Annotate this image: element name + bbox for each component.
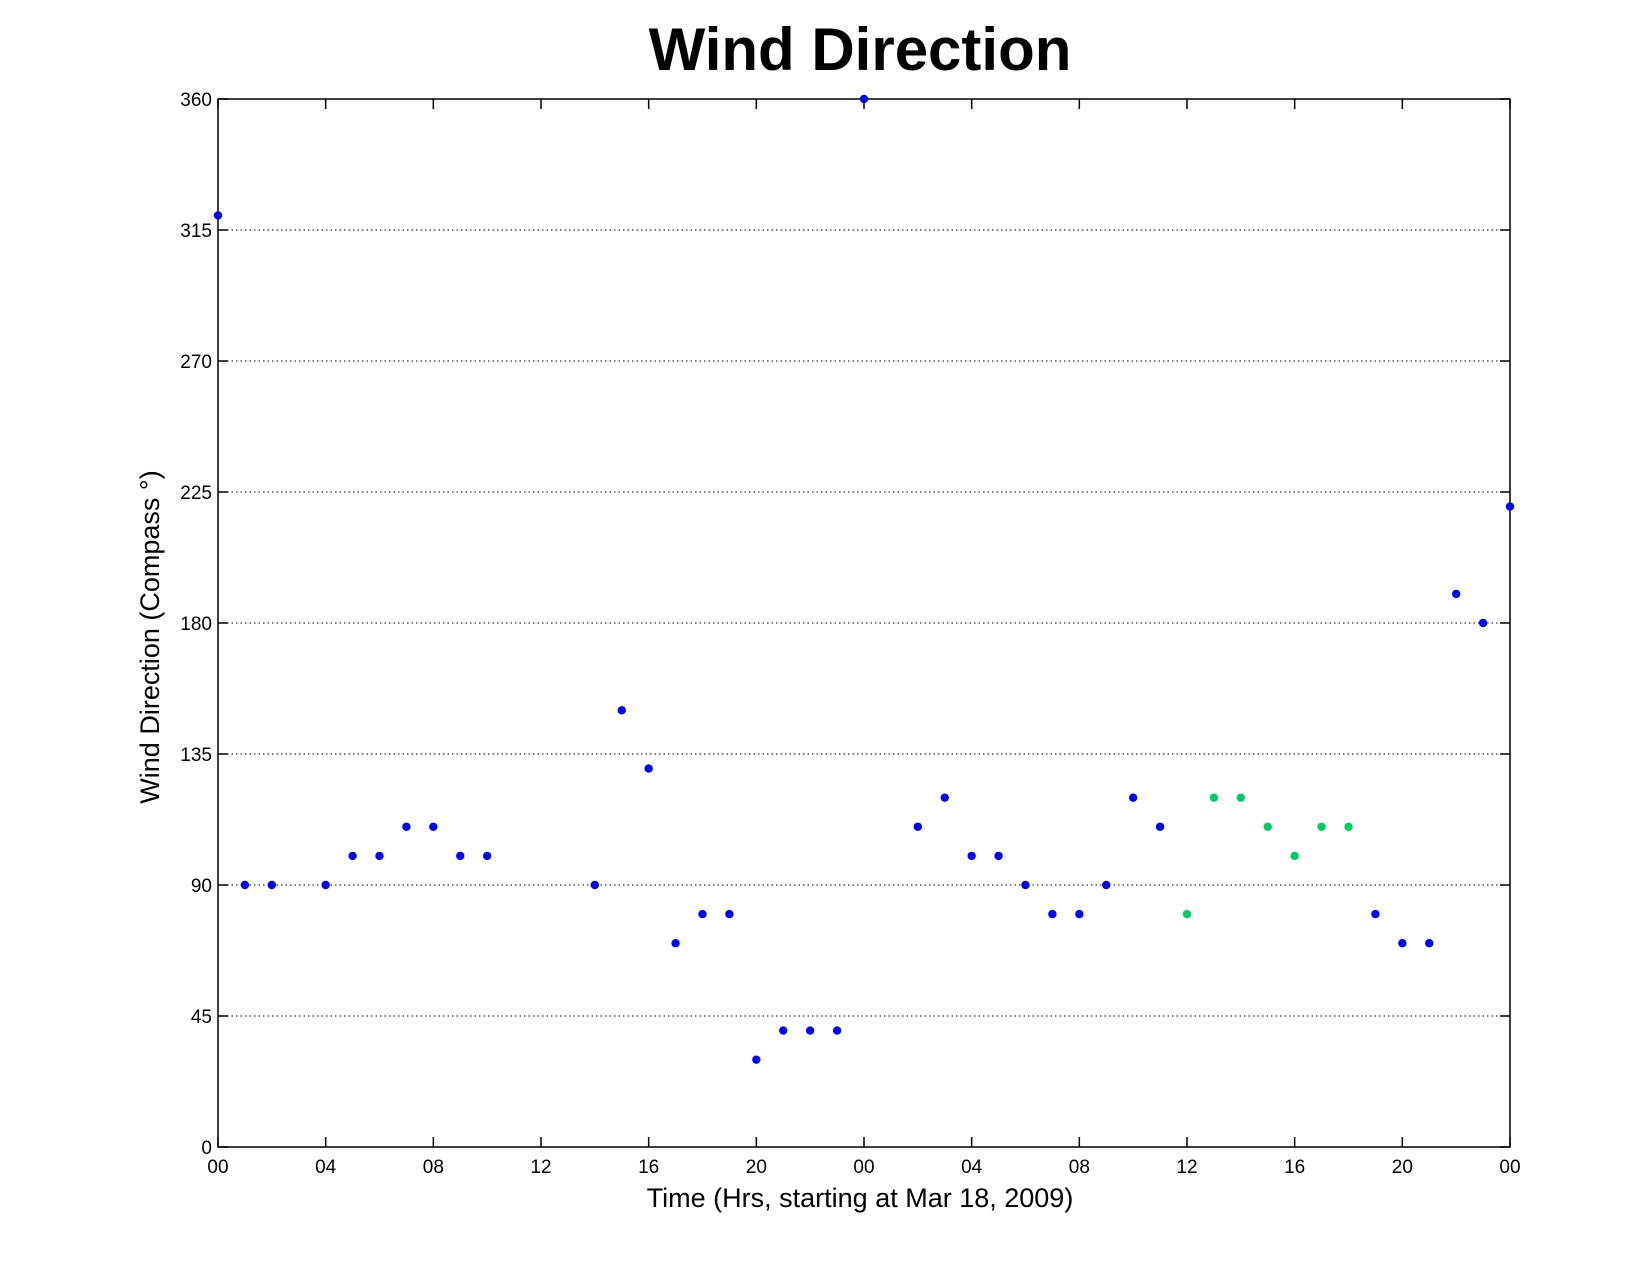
chart-title: Wind Direction (649, 16, 1072, 83)
x-axis-label: Time (Hrs, starting at Mar 18, 2009) (647, 1183, 1074, 1213)
data-point-series-1 (1048, 909, 1057, 919)
data-point-series-2 (1236, 793, 1246, 802)
data-point-series-2 (1317, 822, 1326, 831)
data-point-series-1 (1425, 939, 1434, 948)
data-point-series-1 (1021, 880, 1030, 890)
y-tick-label: 135 (180, 745, 212, 766)
data-point-series-1 (213, 211, 223, 220)
y-tick-label: 180 (180, 614, 212, 635)
data-point-series-1 (859, 94, 869, 104)
data-point-series-1 (967, 851, 976, 861)
x-tick-label: 00 (853, 1157, 874, 1178)
data-point-series-1 (698, 909, 707, 919)
x-tick-label: 20 (746, 1157, 767, 1178)
data-point-series-1 (671, 939, 680, 948)
data-point-series-1 (1155, 822, 1165, 831)
x-tick-label: 08 (1069, 1157, 1090, 1178)
data-point-series-1 (913, 822, 923, 831)
y-tick-label: 315 (180, 221, 212, 242)
data-point-series-1 (1505, 502, 1515, 511)
y-tick-label: 360 (180, 90, 212, 111)
y-tick-label: 90 (191, 876, 212, 897)
ticks-layer: 0 45 90 135 180 225 270 315 360 00 04 08 12 16 20 00 04 0… (180, 90, 1520, 1178)
data-point-series-1 (994, 851, 1003, 861)
data-point-series-1 (590, 880, 600, 890)
data-point-series-1 (482, 851, 492, 861)
x-tick-label: 00 (207, 1157, 228, 1178)
data-point-series-1 (348, 851, 357, 861)
data-point-series-1 (644, 764, 653, 773)
data-point-series-1 (832, 1026, 842, 1035)
y-tick-label: 225 (180, 483, 212, 504)
data-point-series-1 (456, 851, 465, 861)
data-point-series-1 (267, 880, 277, 890)
data-point-series-1 (940, 793, 949, 802)
y-tick-label: 0 (201, 1138, 212, 1159)
x-tick-label: 20 (1392, 1157, 1413, 1178)
data-point-series-1 (1102, 880, 1111, 890)
y-tick-label: 270 (180, 352, 212, 373)
data-point-series-1 (1075, 909, 1084, 919)
data-point-series-1 (752, 1055, 761, 1064)
data-point-series-2 (1344, 822, 1353, 831)
x-tick-label: 00 (1499, 1157, 1520, 1178)
data-point-series-1 (779, 1026, 788, 1035)
data-point-series-1 (805, 1026, 815, 1035)
data-point-series-1 (429, 822, 438, 831)
data-point-series-1 (1478, 618, 1488, 628)
data-point-series-1 (1371, 909, 1380, 919)
data-point-series-2 (1290, 851, 1299, 861)
points-layer (213, 94, 1515, 1064)
x-tick-label: 08 (423, 1157, 444, 1178)
x-tick-label: 04 (961, 1157, 983, 1178)
data-point-series-1 (1128, 793, 1138, 802)
data-point-series-2 (1182, 909, 1192, 919)
data-point-series-1 (617, 706, 626, 715)
data-point-series-1 (1398, 939, 1407, 948)
x-tick-label: 04 (315, 1157, 337, 1178)
data-point-series-1 (725, 909, 734, 919)
y-axis-label: Wind Direction (Compass °) (135, 470, 165, 803)
x-tick-label: 16 (1284, 1157, 1305, 1178)
data-point-series-2 (1263, 822, 1272, 831)
data-point-series-1 (240, 880, 250, 890)
data-point-series-1 (1451, 589, 1461, 599)
x-tick-label: 12 (530, 1157, 551, 1178)
x-tick-label: 12 (1176, 1157, 1197, 1178)
data-point-series-1 (321, 880, 330, 890)
grid-layer (218, 229, 1510, 1017)
data-point-series-1 (402, 822, 411, 831)
data-point-series-1 (375, 851, 384, 861)
x-tick-label: 16 (638, 1157, 659, 1178)
y-tick-label: 45 (191, 1007, 212, 1028)
data-point-series-2 (1209, 793, 1219, 802)
